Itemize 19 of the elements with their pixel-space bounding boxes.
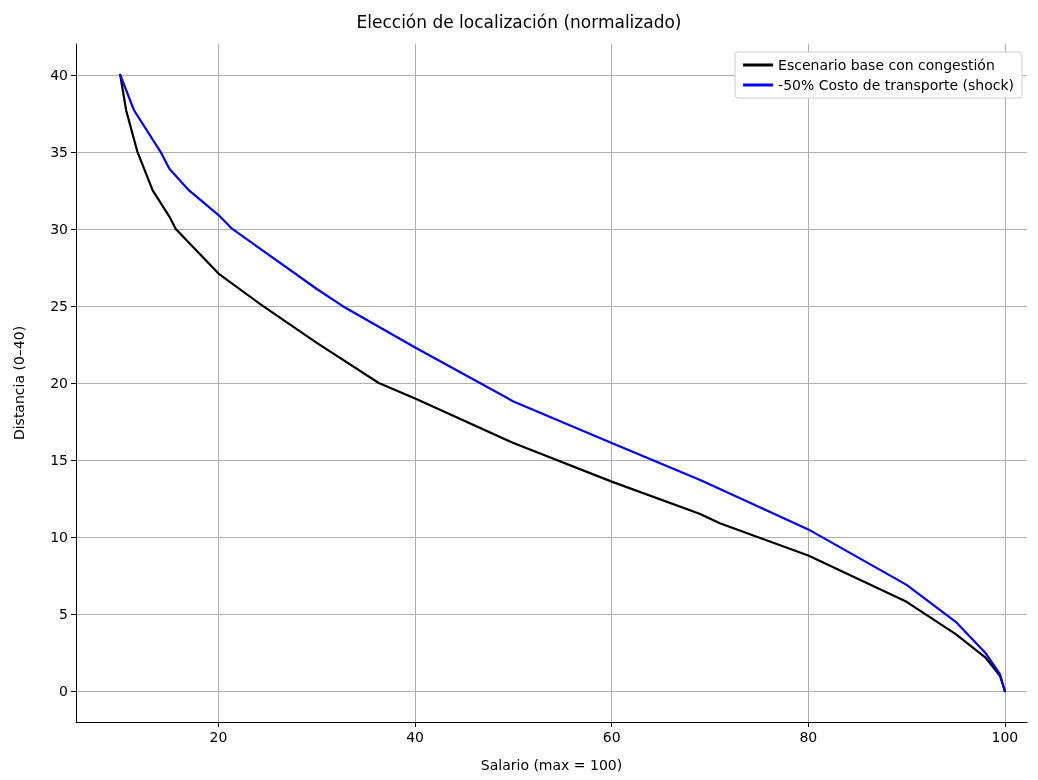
legend-label: -50% Costo de transporte (shock) [778,77,1014,93]
x-axis-title: Salario (max = 100) [480,757,623,773]
x-tick-label: 20 [209,729,228,745]
y-tick-label: 20 [50,375,68,391]
y-axis-title: Distancia (0–40) [11,325,27,441]
y-tick-label: 5 [59,606,68,623]
y-tick-label: 0 [59,683,68,700]
x-tick-label: 80 [799,729,818,745]
x-tick-label: 40 [406,729,425,745]
x-tick-label: 100 [991,729,1019,745]
y-tick-label: 35 [50,143,68,160]
y-tick-label: 30 [50,220,68,237]
y-tick-label: 40 [50,66,68,83]
legend-label: Escenario base con congestión [778,57,995,73]
y-tick-label: 25 [50,297,68,314]
y-tick-label: 15 [50,452,68,469]
x-tick-label: 60 [602,729,621,745]
chart-title: Elección de localización (normalizado) [356,11,682,32]
y-tick-label: 10 [50,529,68,546]
